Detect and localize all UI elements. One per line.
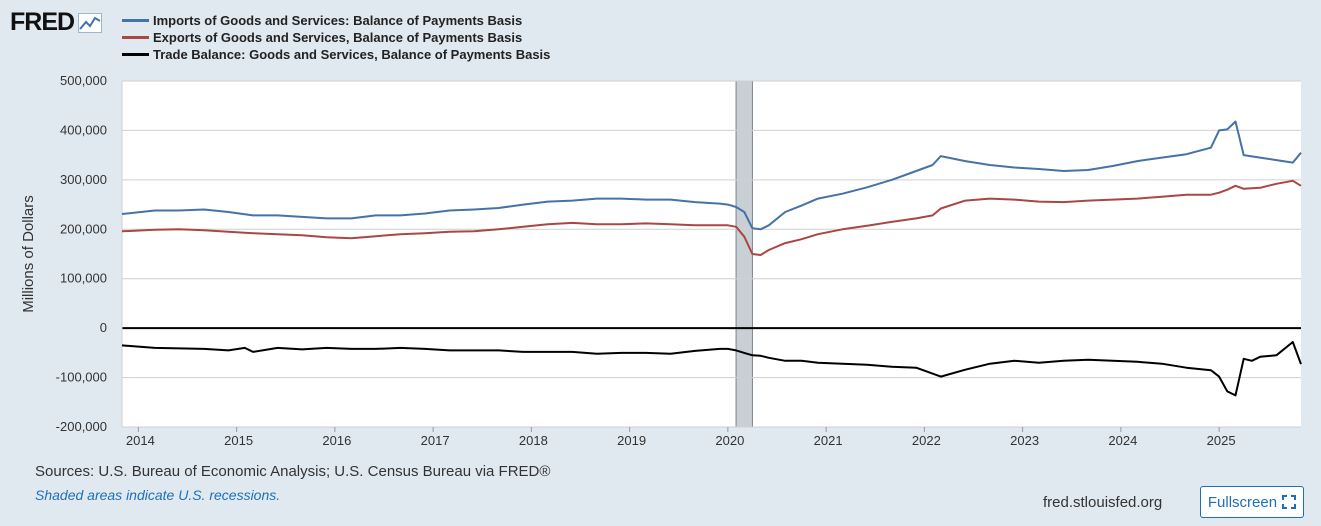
y-tick-label: 0 bbox=[100, 320, 107, 335]
legend-label-imports: Imports of Goods and Services: Balance o… bbox=[153, 13, 523, 28]
chart-legend: Imports of Goods and Services: Balance o… bbox=[122, 12, 550, 63]
y-tick-label: 100,000 bbox=[60, 271, 107, 286]
recession-note: Shaded areas indicate U.S. recessions. bbox=[35, 487, 281, 503]
y-tick-label: 300,000 bbox=[60, 172, 107, 187]
recession-band-0 bbox=[735, 80, 753, 428]
trade-balance-line bbox=[121, 341, 1302, 397]
fullscreen-button[interactable]: Fullscreen bbox=[1200, 486, 1304, 518]
sources-text: Sources: U.S. Bureau of Economic Analysi… bbox=[35, 463, 551, 480]
fred-logo[interactable]: FRED bbox=[10, 8, 103, 37]
legend-label-exports: Exports of Goods and Services, Balance o… bbox=[153, 30, 523, 45]
x-tick-label: 2023 bbox=[1010, 433, 1039, 448]
x-tick-label: 2015 bbox=[224, 433, 253, 448]
x-tick-label: 2022 bbox=[912, 433, 941, 448]
legend-swatch-exports bbox=[122, 36, 149, 39]
fred-url[interactable]: fred.stlouisfed.org bbox=[1043, 494, 1163, 511]
chart-line-icon bbox=[78, 12, 103, 33]
y-tick-label: 500,000 bbox=[60, 73, 107, 88]
y-tick-label: 200,000 bbox=[60, 221, 107, 236]
legend-item-exports[interactable]: Exports of Goods and Services, Balance o… bbox=[122, 29, 550, 46]
x-tick-label: 2014 bbox=[126, 433, 155, 448]
x-tick-label: 2025 bbox=[1207, 433, 1236, 448]
legend-item-balance[interactable]: Trade Balance: Goods and Services, Balan… bbox=[122, 46, 550, 63]
plot-background bbox=[122, 81, 1301, 427]
logo-text: FRED bbox=[10, 8, 75, 36]
x-tick-label: 2024 bbox=[1108, 433, 1137, 448]
x-tick-label: 2019 bbox=[617, 433, 646, 448]
y-tick-label: -100,000 bbox=[56, 370, 107, 385]
legend-swatch-balance bbox=[122, 53, 149, 56]
x-tick-label: 2016 bbox=[322, 433, 351, 448]
y-tick-label: -200,000 bbox=[56, 419, 107, 434]
fullscreen-label: Fullscreen bbox=[1207, 493, 1278, 511]
x-tick-label: 2018 bbox=[519, 433, 548, 448]
x-tick-label: 2020 bbox=[715, 433, 744, 448]
fullscreen-icon bbox=[1282, 495, 1297, 509]
legend-swatch-imports bbox=[122, 19, 149, 22]
y-axis-label: Millions of Dollars bbox=[20, 195, 37, 313]
y-tick-label: 400,000 bbox=[60, 122, 107, 137]
imports-line bbox=[121, 120, 1302, 231]
exports-line bbox=[121, 179, 1302, 256]
x-tick-label: 2021 bbox=[814, 433, 843, 448]
x-tick-label: 2017 bbox=[421, 433, 450, 448]
line-chart[interactable]: -200,000 -100,000 0 100,000 200,000 300,000 40… bbox=[0, 0, 1321, 460]
legend-item-imports[interactable]: Imports of Goods and Services: Balance o… bbox=[122, 12, 550, 29]
legend-label-balance: Trade Balance: Goods and Services, Balan… bbox=[153, 47, 551, 62]
